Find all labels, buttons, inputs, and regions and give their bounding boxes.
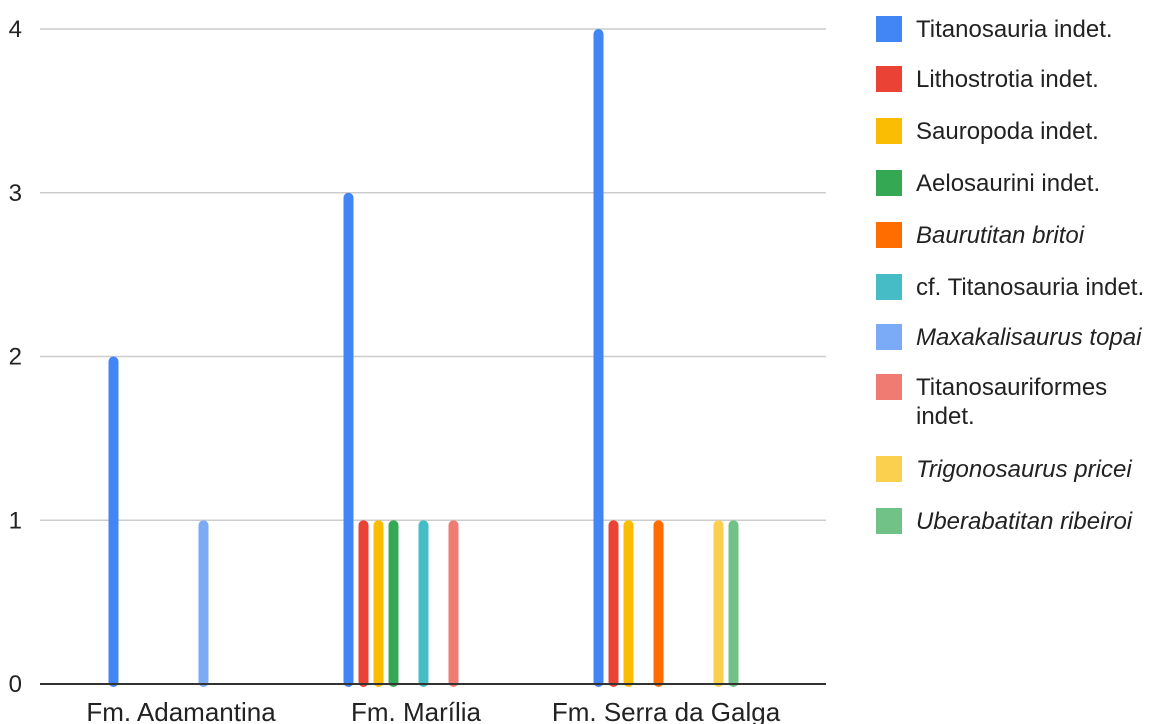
bar xyxy=(198,520,209,687)
bar xyxy=(418,520,429,687)
legend-item: cf. Titanosauria indet. xyxy=(876,274,1144,301)
y-tick-label: 4 xyxy=(9,16,22,43)
legend-label: Titanosauriformes xyxy=(916,374,1107,401)
legend-swatch xyxy=(876,222,902,248)
legend-item: Trigonosaurus pricei xyxy=(876,456,1132,483)
y-tick-label: 2 xyxy=(9,344,22,371)
bar xyxy=(373,520,384,687)
x-axis-category-labels: Fm. Adamantina Fm. Marília Fm. Serra da Ga… xyxy=(86,697,780,724)
legend: Titanosauria indet. Lithostrotia indet. Sa… xyxy=(876,16,1144,535)
bar xyxy=(623,520,634,687)
y-axis-tick-labels: 0 1 2 3 4 xyxy=(9,16,22,698)
legend-label: Uberabatitan ribeiroi xyxy=(916,508,1133,535)
legend-label: Sauropoda indet. xyxy=(916,118,1099,145)
legend-label: Lithostrotia indet. xyxy=(916,66,1099,93)
legend-swatch xyxy=(876,118,902,144)
y-tick-label: 3 xyxy=(9,180,22,207)
legend-item: Baurutitan britoi xyxy=(876,222,1085,249)
y-tick-label: 1 xyxy=(9,507,22,534)
legend-label: Trigonosaurus pricei xyxy=(916,456,1132,483)
x-category-label: Fm. Adamantina xyxy=(86,697,276,724)
legend-swatch xyxy=(876,456,902,482)
legend-item: Lithostrotia indet. xyxy=(876,66,1099,93)
legend-item: Sauropoda indet. xyxy=(876,118,1099,145)
bar xyxy=(388,520,399,687)
x-category-label: Fm. Marília xyxy=(351,697,482,724)
legend-swatch xyxy=(876,16,902,42)
x-category-label: Fm. Serra da Galga xyxy=(552,697,781,724)
gridlines xyxy=(40,28,826,521)
legend-swatch xyxy=(876,66,902,92)
bar xyxy=(608,520,619,687)
bar xyxy=(343,192,354,687)
legend-label: Maxakalisaurus topai xyxy=(916,324,1142,351)
legend-swatch xyxy=(876,374,902,400)
legend-item: Uberabatitan ribeiroi xyxy=(876,508,1133,535)
legend-swatch xyxy=(876,324,902,350)
bar xyxy=(448,520,459,687)
legend-item: Aelosaurini indet. xyxy=(876,170,1100,197)
bars xyxy=(108,29,739,687)
legend-item: Titanosauria indet. xyxy=(876,16,1113,43)
legend-swatch xyxy=(876,274,902,300)
bar xyxy=(653,520,664,687)
legend-label: Titanosauria indet. xyxy=(916,16,1113,43)
y-tick-label: 0 xyxy=(9,671,22,698)
bar xyxy=(108,356,119,687)
bar xyxy=(593,29,604,687)
bar xyxy=(713,520,724,687)
legend-label: Aelosaurini indet. xyxy=(916,170,1100,197)
bar xyxy=(728,520,739,687)
bar xyxy=(358,520,369,687)
legend-label: cf. Titanosauria indet. xyxy=(916,274,1144,301)
legend-swatch xyxy=(876,170,902,196)
legend-swatch xyxy=(876,508,902,534)
legend-label: Baurutitan britoi xyxy=(916,222,1085,249)
legend-item: Maxakalisaurus topai xyxy=(876,324,1142,351)
legend-label: indet. xyxy=(916,403,975,430)
